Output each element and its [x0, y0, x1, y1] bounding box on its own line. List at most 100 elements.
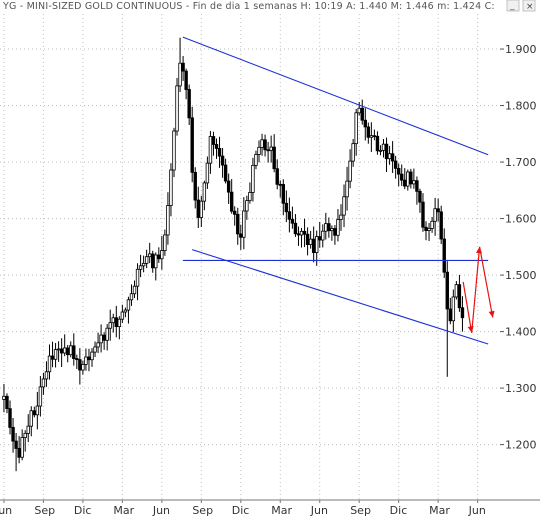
candle-body-down — [236, 213, 240, 235]
close-button[interactable]: × — [522, 0, 536, 12]
candle-body-up — [351, 143, 355, 162]
candle-body-down — [284, 202, 289, 213]
candle-body-up — [260, 139, 264, 148]
candle-body-up — [138, 265, 143, 270]
candle-body-down — [390, 153, 395, 162]
candle-body-up — [381, 143, 386, 151]
candle-body-down — [184, 70, 188, 90]
candle-body-up — [433, 208, 437, 222]
candle-body-up — [20, 437, 24, 458]
candle-body-down — [32, 410, 37, 416]
projection-arrow-shaft — [479, 246, 494, 318]
candle-body-down — [421, 201, 425, 228]
candle-body-up — [378, 149, 383, 152]
candle-body-down — [223, 164, 228, 182]
price-tick-label: 1.300 — [505, 382, 537, 395]
candle-body-up — [387, 153, 392, 160]
candle-body-up — [169, 169, 173, 206]
projection-arrows — [462, 246, 495, 333]
candle-body-up — [105, 327, 109, 341]
candle-body-down — [214, 144, 219, 149]
candle-body-up — [81, 364, 85, 371]
candle-body-up — [135, 268, 140, 287]
time-tick-label: Mar — [429, 504, 450, 517]
candle-body-up — [41, 378, 46, 388]
candle-body-up — [93, 346, 97, 353]
price-tick-label: 1.800 — [505, 100, 537, 113]
candle-body-down — [196, 199, 200, 218]
candle-body-down — [290, 218, 295, 224]
minimize-button[interactable]: _ — [506, 0, 520, 12]
candle-body-down — [114, 317, 118, 328]
candle-body-up — [47, 355, 52, 373]
candle-body-up — [62, 347, 67, 354]
candle-body-up — [454, 284, 459, 298]
candle-body-down — [151, 253, 155, 269]
candle-body-down — [102, 334, 106, 341]
candle-body-up — [117, 318, 122, 328]
candle-body-up — [342, 196, 346, 216]
candle-body-up — [430, 220, 434, 229]
candle-body-down — [448, 308, 453, 322]
candle-body-down — [66, 347, 70, 356]
candle-body-up — [208, 136, 213, 164]
candle-body-up — [56, 348, 61, 351]
candle-body-down — [187, 89, 191, 119]
chart-header-title: YG - MINI-SIZED GOLD CONTINUOUS - Fin de… — [2, 1, 495, 12]
projection-arrow-shaft — [471, 246, 481, 333]
price-tick-label: 1.900 — [505, 43, 537, 56]
candle-body-down — [220, 155, 225, 166]
candle-body-down — [272, 146, 276, 170]
candle-body-up — [38, 386, 43, 407]
candle-body-down — [445, 271, 449, 310]
candle-body-up — [69, 345, 73, 356]
price-tick-label: 1.600 — [505, 213, 537, 226]
candle-body-down — [384, 143, 389, 160]
candlestick-series — [2, 37, 465, 472]
candle-body-down — [442, 238, 446, 273]
candle-body-up — [451, 296, 456, 322]
price-tick-label: 1.400 — [505, 326, 537, 339]
candle-body-down — [181, 62, 185, 72]
candle-body-up — [202, 182, 207, 202]
candle-body-down — [275, 168, 279, 185]
candle-body-down — [418, 190, 422, 203]
candle-body-down — [14, 440, 18, 449]
candle-body-down — [400, 173, 404, 181]
candle-body-up — [336, 219, 340, 236]
candle-body-down — [278, 183, 282, 186]
time-tick-label: Dic — [74, 504, 92, 517]
candle-body-up — [330, 228, 334, 232]
candle-body-up — [299, 230, 304, 236]
candle-body-up — [199, 200, 204, 218]
candle-body-up — [84, 356, 88, 365]
candle-body-up — [144, 256, 149, 264]
candle-body-down — [8, 408, 12, 428]
candle-body-down — [229, 191, 234, 212]
candle-body-down — [363, 119, 367, 128]
close-icon: × — [526, 2, 534, 12]
candle-body-up — [111, 317, 115, 324]
candle-body-up — [172, 130, 176, 171]
candle-body-up — [166, 205, 170, 236]
candle-body-up — [178, 62, 182, 87]
candle-body-down — [217, 148, 222, 157]
candle-body-up — [154, 254, 158, 269]
chart-grid — [0, 14, 500, 500]
time-tick-label: Jun — [468, 504, 486, 517]
candle-body-down — [333, 228, 337, 236]
candle-body-up — [308, 238, 313, 245]
candle-body-up — [251, 164, 255, 193]
candle-body-down — [460, 307, 465, 319]
time-tick-label: Sep — [192, 504, 213, 517]
candle-body-down — [281, 184, 285, 204]
candle-body-up — [90, 351, 94, 361]
candle-body-down — [75, 358, 79, 361]
candle-body-down — [72, 345, 76, 359]
candle-body-up — [412, 180, 416, 185]
candle-body-up — [147, 253, 152, 258]
candle-body-up — [345, 180, 349, 198]
